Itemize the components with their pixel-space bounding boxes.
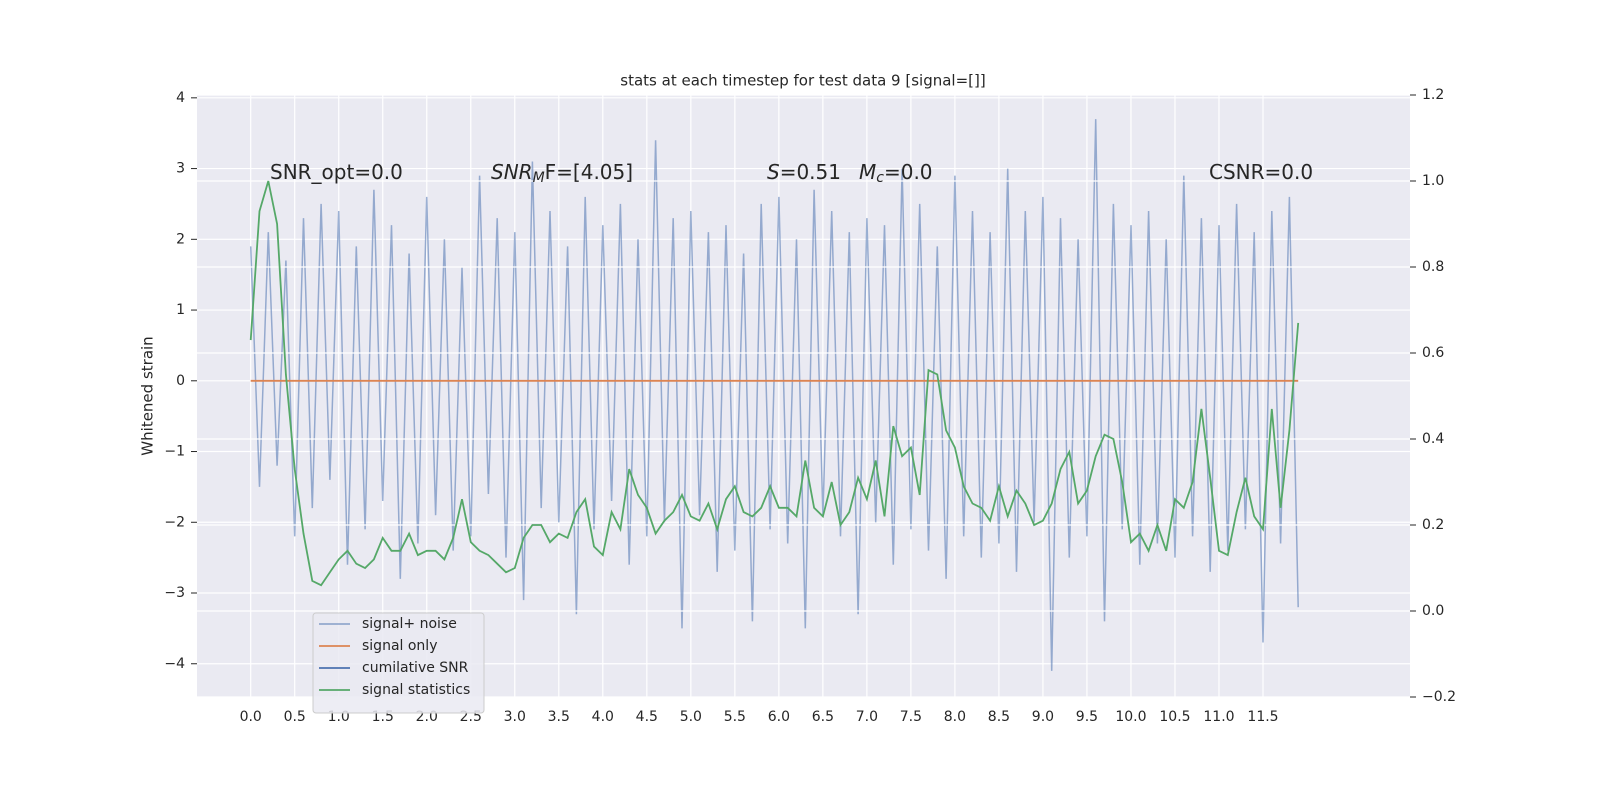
annotation: Mc=0.0 [859,160,933,187]
y-tick-label: −3 [164,585,185,601]
x-tick-label: 0.5 [284,709,306,725]
legend-label: signal statistics [362,682,470,698]
x-tick-label: 8.5 [988,709,1010,725]
plot-area [197,95,1410,697]
x-tick-label: 5.5 [724,709,746,725]
annotation: CSNR=0.0 [1209,160,1313,184]
legend-label: signal+ noise [362,616,457,632]
x-tick-label: 3.5 [548,709,570,725]
x-tick-label: 7.5 [900,709,922,725]
annotation-part: S [767,160,780,184]
y2-tick-label: 0.6 [1422,345,1444,361]
x-tick-label: 6.0 [768,709,790,725]
y-tick-label: 3 [176,161,185,177]
y-tick-label: −2 [164,514,185,530]
y-tick-label: 4 [176,90,185,106]
x-tick-label: 3.0 [504,709,526,725]
x-tick-label: 0.0 [240,709,262,725]
x-tick-label: 11.5 [1247,709,1278,725]
annotation-part: M [533,170,545,186]
series-line [249,119,1299,671]
x-tick-label: 4.5 [636,709,658,725]
x-tick-label: 4.0 [592,709,614,725]
annotation: SNRMF=[4.05] [491,160,633,187]
annotation: S=0.51 [767,160,841,184]
annotation-part: M [859,160,876,184]
annotation-part: SNR_opt=0.0 [270,160,403,184]
y2-tick-label: 0.2 [1422,517,1444,533]
series-line [249,180,1300,587]
y2-tick-label: 0.4 [1422,431,1444,447]
x-tick-label: 9.0 [1032,709,1054,725]
legend-label: cumilative SNR [362,660,469,676]
x-tick-label: 11.0 [1203,709,1234,725]
x-tick-label: 5.0 [680,709,702,725]
x-tick-label: 10.5 [1159,709,1190,725]
y2-tick-label: 0.0 [1422,603,1444,619]
y-axis-label: Whitened strain [139,336,157,455]
y-tick-label: 0 [176,373,185,389]
annotation-part: =0.51 [780,160,841,184]
y2-tick-label: −0.2 [1422,689,1456,705]
legend-box [312,612,485,714]
x-tick-label: 9.5 [1076,709,1098,725]
y-tick-label: −1 [164,444,185,460]
y2-tick-label: 1.0 [1422,173,1444,189]
annotation-part: c [876,170,884,186]
y-tick-label: 1 [176,302,185,318]
y2-tick-label: 0.8 [1422,259,1444,275]
y2-tick-label: 1.2 [1422,87,1444,103]
chart-title: stats at each timestep for test data 9 [… [620,72,985,90]
annotation-part: F=[4.05] [545,160,633,184]
x-tick-label: 8.0 [944,709,966,725]
annotation: SNR_opt=0.0 [270,160,403,184]
annotation-part: =0.0 [884,160,933,184]
x-tick-label: 7.0 [856,709,878,725]
x-tick-label: 6.5 [812,709,834,725]
x-tick-label: 10.0 [1115,709,1146,725]
annotation-part: CSNR=0.0 [1209,160,1313,184]
y-tick-label: −4 [164,656,185,672]
legend-label: signal only [362,638,437,654]
annotation-part: SNR [491,160,533,184]
y-tick-label: 2 [176,231,185,247]
